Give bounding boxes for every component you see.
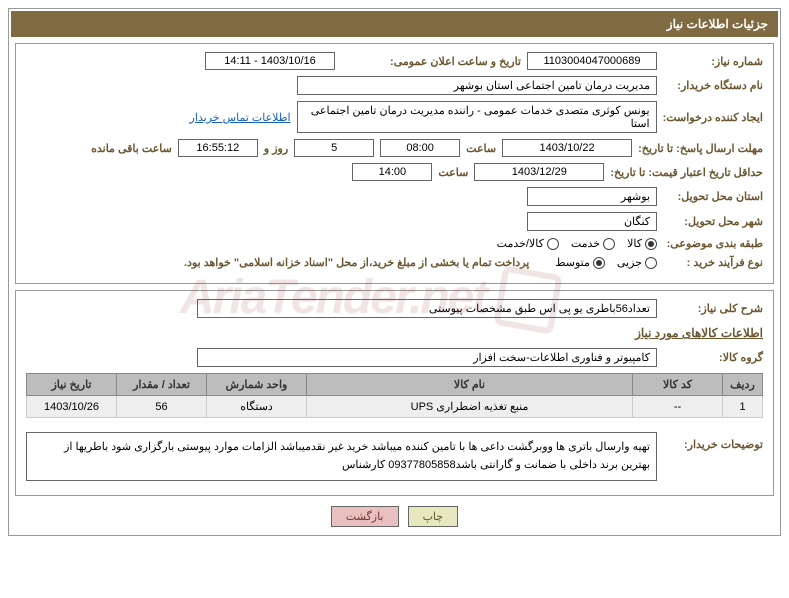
row-category: طبقه بندی موضوعی: کالا خدمت کالا/خدمت [26,237,763,250]
goods-group-label: گروه کالا: [663,351,763,364]
col-qty: تعداد / مقدار [117,374,207,396]
radio-khadamat[interactable]: خدمت [571,237,615,250]
validity-date: 1403/12/29 [474,163,604,181]
need-number-label: شماره نیاز: [663,55,763,68]
row-purchase-type: نوع فرآیند خرید : جزیی متوسط پرداخت تمام… [26,256,763,269]
row-goods-group: گروه کالا: کامپیوتر و فناوری اطلاعات-سخت… [26,348,763,367]
row-requester: ایجاد کننده درخواست: یونس کوثری متصدی خد… [26,101,763,133]
summary-value: تعداد56باطری یو پی اس طبق مشخصات پیوستی [197,299,657,318]
form-panel: شماره نیاز: 1103004047000689 تاریخ و ساع… [15,43,774,284]
radio-kala-khadmat-label: کالا/خدمت [497,237,544,250]
table-row: 1 -- منبع تغذیه اضطراری UPS دستگاه 56 14… [27,396,763,418]
purchase-type-radio-group: جزیی متوسط [555,256,657,269]
goods-group-value: کامپیوتر و فناوری اطلاعات-سخت افزار [197,348,657,367]
deadline-date: 1403/10/22 [502,139,632,157]
radio-khadamat-label: خدمت [571,237,600,250]
radio-medium[interactable]: متوسط [555,256,605,269]
row-need-number: شماره نیاز: 1103004047000689 تاریخ و ساع… [26,52,763,70]
cell-date: 1403/10/26 [27,396,117,418]
delivery-province-value: بوشهر [527,187,657,206]
col-name: نام کالا [307,374,633,396]
row-buyer-org: نام دستگاه خریدار: مدیریت درمان تامین اج… [26,76,763,95]
row-delivery-city: شهر محل تحویل: کنگان [26,212,763,231]
category-label: طبقه بندی موضوعی: [663,237,763,250]
row-delivery-province: استان محل تحویل: بوشهر [26,187,763,206]
radio-kala-icon [645,238,657,250]
requester-label: ایجاد کننده درخواست: [663,111,763,124]
need-number-value: 1103004047000689 [527,52,657,70]
radio-kala-label: کالا [627,237,642,250]
details-panel: شرح کلی نیاز: تعداد56باطری یو پی اس طبق … [15,290,774,496]
radio-kala-khadmat[interactable]: کالا/خدمت [497,237,559,250]
goods-table: ردیف کد کالا نام کالا واحد شمارش تعداد /… [26,373,763,418]
cell-name: منبع تغذیه اضطراری UPS [307,396,633,418]
delivery-province-label: استان محل تحویل: [663,190,763,203]
cell-qty: 56 [117,396,207,418]
delivery-city-label: شهر محل تحویل: [663,215,763,228]
deadline-time: 08:00 [380,139,460,157]
panel-title: جزئیات اطلاعات نیاز [667,17,768,31]
radio-partial[interactable]: جزیی [617,256,657,269]
row-buyer-desc: توضیحات خریدار: تهیه وارسال باتری ها ووب… [26,426,763,481]
summary-label: شرح کلی نیاز: [663,302,763,315]
radio-kala[interactable]: کالا [627,237,657,250]
col-row: ردیف [723,374,763,396]
day-label: روز و [264,142,288,155]
radio-khadamat-icon [603,238,615,250]
deadline-label: مهلت ارسال پاسخ: تا تاریخ: [638,142,763,155]
col-date: تاریخ نیاز [27,374,117,396]
announce-datetime-label: تاریخ و ساعت اعلان عمومی: [361,55,521,68]
validity-label: حداقل تاریخ اعتبار قیمت: تا تاریخ: [610,166,763,179]
radio-partial-label: جزیی [617,256,642,269]
validity-time-label: ساعت [438,166,468,179]
main-container: جزئیات اطلاعات نیاز AriaTender.net شماره… [8,8,781,536]
panel-header: جزئیات اطلاعات نیاز [11,11,778,37]
buyer-org-value: مدیریت درمان تامین اجتماعی استان بوشهر [297,76,657,95]
row-deadline: مهلت ارسال پاسخ: تا تاریخ: 1403/10/22 سا… [26,139,763,157]
row-validity: حداقل تاریخ اعتبار قیمت: تا تاریخ: 1403/… [26,163,763,181]
validity-time: 14:00 [352,163,432,181]
print-button[interactable]: چاپ [408,506,459,527]
deadline-time-label: ساعت [466,142,496,155]
col-unit: واحد شمارش [207,374,307,396]
buyer-contact-link[interactable]: اطلاعات تماس خریدار [190,111,291,124]
goods-section-title: اطلاعات کالاهای مورد نیاز [26,326,763,340]
buyer-desc-value: تهیه وارسال باتری ها ووبرگشت داعی ها با … [26,432,657,481]
cell-unit: دستگاه [207,396,307,418]
row-summary: شرح کلی نیاز: تعداد56باطری یو پی اس طبق … [26,299,763,318]
purchase-type-label: نوع فرآیند خرید : [663,256,763,269]
cell-code: -- [633,396,723,418]
category-radio-group: کالا خدمت کالا/خدمت [497,237,657,250]
remaining-days: 5 [294,139,374,157]
col-code: کد کالا [633,374,723,396]
buyer-desc-label: توضیحات خریدار: [663,438,763,451]
cell-num: 1 [723,396,763,418]
radio-kala-khadmat-icon [547,238,559,250]
button-row: چاپ بازگشت [9,506,780,527]
radio-medium-label: متوسط [555,256,590,269]
table-header-row: ردیف کد کالا نام کالا واحد شمارش تعداد /… [27,374,763,396]
purchase-note: پرداخت تمام یا بخشی از مبلغ خرید،از محل … [184,256,529,269]
back-button[interactable]: بازگشت [331,506,399,527]
radio-medium-icon [593,257,605,269]
remaining-label: ساعت باقی مانده [91,142,172,155]
buyer-org-label: نام دستگاه خریدار: [663,79,763,92]
requester-value: یونس کوثری متصدی خدمات عمومی - راننده مد… [297,101,657,133]
announce-datetime-value: 1403/10/16 - 14:11 [205,52,335,70]
delivery-city-value: کنگان [527,212,657,231]
countdown: 16:55:12 [178,139,258,157]
radio-partial-icon [645,257,657,269]
